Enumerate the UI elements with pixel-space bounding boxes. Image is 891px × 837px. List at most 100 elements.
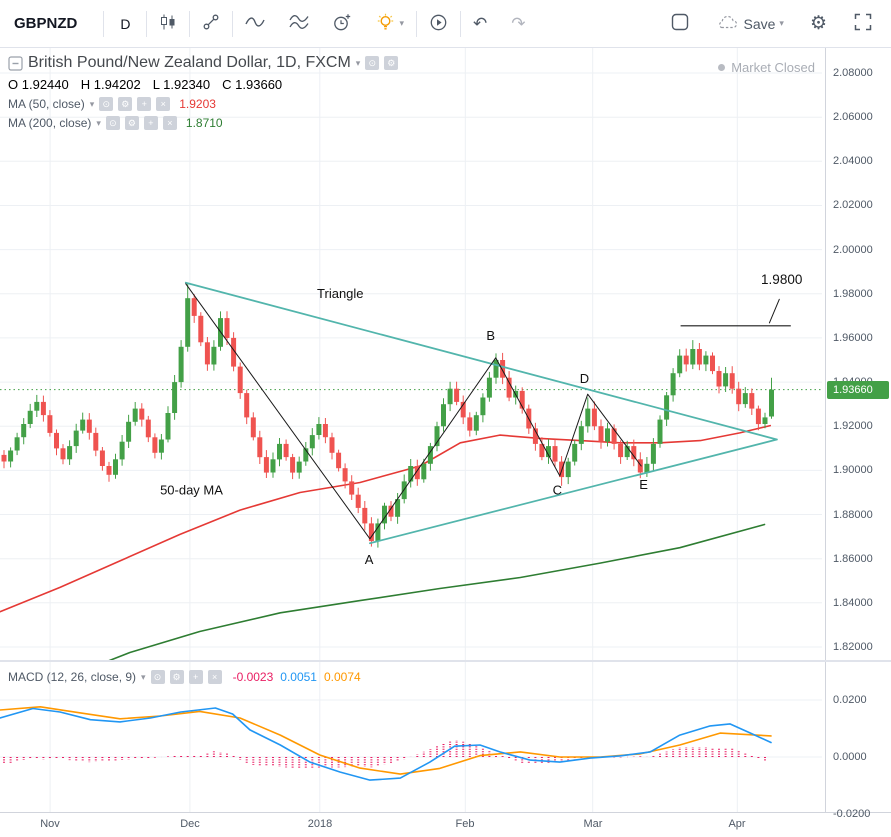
symbol-title[interactable]: British Pound/New Zealand Dollar, 1D, FX… xyxy=(28,54,351,71)
idea-bulb-icon xyxy=(376,13,395,35)
fullscreen-button[interactable] xyxy=(849,0,877,47)
price-tick-label: 2.06000 xyxy=(833,111,873,123)
time-tick-label: 2018 xyxy=(307,818,333,830)
chart-style-button[interactable] xyxy=(147,0,189,47)
toolbar-right-group: Save ▾ ⚙ xyxy=(666,0,891,47)
add-icon[interactable]: + xyxy=(137,97,152,111)
high-value: 1.94202 xyxy=(93,77,141,92)
price-tick-label: 1.82000 xyxy=(833,641,873,653)
price-tick-label: 1.98000 xyxy=(833,288,873,300)
time-tick-label: Mar xyxy=(583,818,603,830)
svg-text:E: E xyxy=(639,477,648,492)
save-button[interactable]: Save ▾ xyxy=(712,0,788,47)
ma50-label: MA (50, close) xyxy=(8,97,85,111)
close-icon[interactable]: × xyxy=(162,116,177,130)
svg-text:D: D xyxy=(580,371,589,386)
gear-icon: ⚙ xyxy=(809,13,827,34)
eye-icon[interactable]: ⊙ xyxy=(105,116,120,130)
macd-pane[interactable]: MACD (12, 26, close, 9) ▾ ⊙ ⚙ + × -0.002… xyxy=(0,662,825,812)
macd-tick-label: 0.0200 xyxy=(833,694,867,706)
indicators-button[interactable] xyxy=(277,0,321,47)
chevron-down-icon: ▾ xyxy=(399,18,404,28)
low-value: 1.92340 xyxy=(163,77,211,92)
current-price-badge: 1.93660 xyxy=(827,381,889,399)
price-tick-label: 1.88000 xyxy=(833,509,873,521)
close-icon[interactable]: × xyxy=(207,670,222,684)
redo-arrow-icon: ↷ xyxy=(511,14,526,33)
toolbar-divider xyxy=(232,10,234,37)
chevron-down-icon[interactable]: ▾ xyxy=(355,57,361,68)
snapshot-button[interactable] xyxy=(666,0,694,47)
toolbar-divider xyxy=(146,10,148,37)
price-tick-label: 1.92000 xyxy=(833,420,873,432)
price-tick-label: 2.08000 xyxy=(833,67,873,79)
collapse-pane-icon[interactable] xyxy=(8,55,23,71)
add-icon[interactable]: + xyxy=(143,116,158,130)
macd-hist-value: -0.0023 xyxy=(232,670,274,684)
chart-legend: British Pound/New Zealand Dollar, 1D, FX… xyxy=(8,54,399,135)
toolbar-left-group: GBPNZD D ▾ xyxy=(0,0,538,47)
toolbar-divider xyxy=(189,10,191,37)
toolbar-divider xyxy=(103,10,105,37)
redo-button[interactable]: ↷ xyxy=(499,0,537,47)
top-toolbar: GBPNZD D ▾ xyxy=(0,0,891,48)
ma50-value: 1.9203 xyxy=(179,97,216,111)
indicators-waves-icon xyxy=(289,13,310,34)
macd-line-value: 0.0051 xyxy=(280,670,317,684)
market-status: Market Closed xyxy=(718,60,815,75)
ideas-button[interactable]: ▾ xyxy=(364,0,416,47)
chevron-down-icon[interactable]: ▾ xyxy=(141,671,146,682)
bar-replay-button[interactable] xyxy=(417,0,460,47)
fullscreen-icon xyxy=(853,12,873,35)
ohlc-row: O 1.92440 H 1.94202 L 1.92340 C 1.93660 xyxy=(8,77,398,92)
svg-text:A: A xyxy=(365,552,374,567)
candlestick-chart-canvas: 1.9800 Triangle 50-day MA A B C D E xyxy=(0,48,822,660)
main-price-pane[interactable]: 1.9800 Triangle 50-day MA A B C D E British Pou… xyxy=(0,48,825,660)
gear-icon[interactable]: ⚙ xyxy=(124,116,139,130)
svg-text:Triangle: Triangle xyxy=(317,286,363,301)
pane-separator[interactable] xyxy=(0,660,891,662)
ma50-legend-row: MA (50, close) ▾ ⊙ ⚙ + × 1.9203 xyxy=(8,97,398,111)
time-axis[interactable]: Nov Dec 2018 Feb Mar Apr xyxy=(0,812,891,837)
close-icon[interactable]: × xyxy=(156,97,171,111)
compare-button[interactable] xyxy=(190,0,232,47)
add-icon[interactable]: + xyxy=(188,670,203,684)
price-tick-label: 2.04000 xyxy=(833,155,873,167)
chevron-down-icon[interactable]: ▾ xyxy=(96,117,101,128)
ma200-value: 1.8710 xyxy=(185,116,223,130)
undo-arrow-icon: ↶ xyxy=(473,14,488,33)
time-tick-label: Apr xyxy=(728,818,746,830)
ma200-label: MA (200, close) xyxy=(8,116,92,130)
time-tick-label: Feb xyxy=(455,818,475,830)
chevron-down-icon[interactable]: ▾ xyxy=(89,98,95,109)
interval-button[interactable]: D xyxy=(104,0,146,47)
status-dot-icon xyxy=(718,64,726,71)
gear-icon[interactable]: ⚙ xyxy=(169,670,184,684)
symbol-button[interactable]: GBPNZD xyxy=(0,0,103,47)
chart-area: 1.9800 Triangle 50-day MA A B C D E British Pou… xyxy=(0,48,891,820)
eye-icon[interactable]: ⊙ xyxy=(99,97,114,111)
alerts-button[interactable] xyxy=(321,0,364,47)
line-tools-button[interactable] xyxy=(233,0,277,47)
wave-line-icon xyxy=(245,13,266,34)
alert-clock-icon xyxy=(333,13,352,35)
high-label: H xyxy=(80,77,91,92)
gear-icon[interactable]: ⚙ xyxy=(384,56,399,70)
eye-icon[interactable]: ⊙ xyxy=(150,670,165,684)
svg-text:B: B xyxy=(486,328,495,343)
close-label: C xyxy=(222,77,232,92)
low-label: L xyxy=(152,77,160,92)
replay-icon xyxy=(429,13,448,35)
macd-signal-value: 0.0074 xyxy=(323,670,361,684)
eye-icon[interactable]: ⊙ xyxy=(365,56,380,70)
gear-icon[interactable]: ⚙ xyxy=(118,97,133,111)
price-tick-label: 2.02000 xyxy=(833,199,873,211)
macd-label: MACD (12, 26, close, 9) xyxy=(8,670,137,684)
price-tick-label: 1.90000 xyxy=(833,464,873,476)
time-tick-label: Nov xyxy=(40,818,60,830)
compare-icon xyxy=(202,13,220,34)
undo-button[interactable]: ↶ xyxy=(461,0,499,47)
settings-button[interactable]: ⚙ xyxy=(806,0,831,47)
price-axis[interactable]: 2.08000 2.06000 2.04000 2.02000 2.00000 1.980… xyxy=(825,48,891,820)
